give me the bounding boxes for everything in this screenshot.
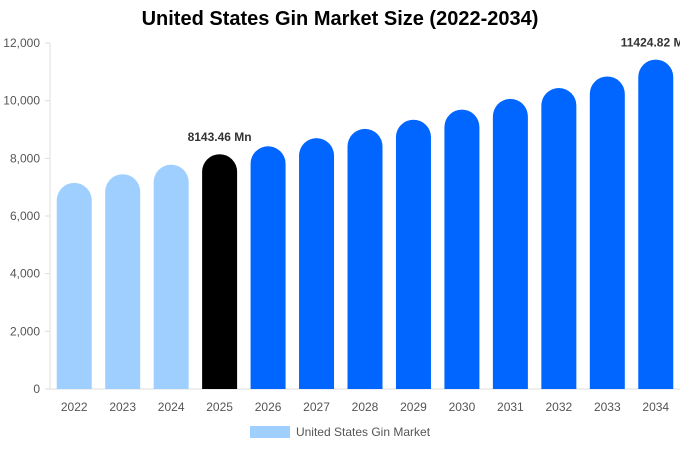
x-tick-label: 2028	[352, 400, 379, 414]
bar-2024	[153, 164, 189, 389]
x-tick-label: 2031	[497, 400, 524, 414]
legend-label: United States Gin Market	[295, 425, 431, 439]
bar-2028	[347, 128, 383, 389]
bar-2025	[202, 154, 238, 389]
bar-2023	[105, 174, 141, 389]
y-tick-label: 8,000	[10, 151, 40, 165]
x-tick-label: 2027	[303, 400, 330, 414]
bar-2031	[492, 98, 528, 390]
data-label-2034: 11424.82 Mn	[621, 36, 680, 50]
bar-2027	[299, 138, 335, 389]
x-tick-label: 2030	[449, 400, 476, 414]
bar-2034	[638, 59, 674, 390]
bar-2032	[541, 88, 577, 390]
bar-2029	[395, 119, 431, 390]
y-tick-label: 12,000	[3, 36, 40, 50]
chart-title: United States Gin Market Size (2022-2034…	[141, 8, 539, 30]
x-tick-label: 2026	[255, 400, 282, 414]
x-tick-label: 2032	[545, 400, 572, 414]
bar-2022	[56, 182, 92, 389]
legend: United States Gin Market	[0, 425, 680, 439]
data-label-2025: 8143.46 Mn	[188, 130, 252, 144]
x-tick-label: 2024	[158, 400, 185, 414]
x-tick-label: 2034	[642, 400, 669, 414]
y-tick-label: 4,000	[10, 267, 40, 281]
y-tick-label: 0	[33, 382, 40, 396]
bar-2026	[250, 146, 286, 389]
x-tick-label: 2033	[594, 400, 621, 414]
legend-swatch	[249, 426, 290, 438]
x-tick-label: 2023	[109, 400, 136, 414]
bar-2030	[444, 109, 480, 389]
bar-2033	[589, 76, 625, 390]
y-tick-label: 10,000	[3, 94, 40, 108]
x-tick-label: 2025	[206, 400, 233, 414]
x-tick-label: 2022	[61, 400, 88, 414]
y-tick-label: 6,000	[10, 209, 40, 223]
x-tick-label: 2029	[400, 400, 427, 414]
y-tick-label: 2,000	[10, 324, 40, 338]
